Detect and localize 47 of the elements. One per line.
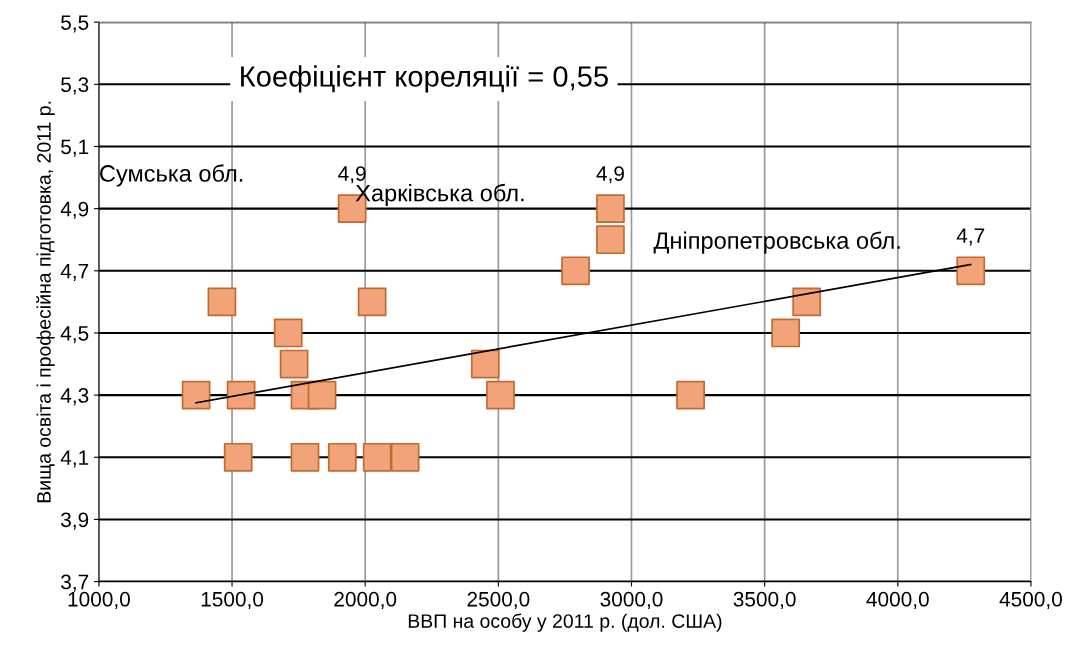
y-tick-label: 4,7 [60, 264, 89, 282]
point [792, 287, 822, 317]
x-axis-title: ВВП на особу у 2011 р. (дол. США) [408, 613, 722, 632]
point [327, 442, 357, 472]
x-tick-label: 2500,0 [467, 591, 530, 610]
x-tick-label: 3000,0 [600, 591, 663, 610]
annotation: Харківська обл. [355, 183, 524, 207]
y-axis-title: Вища освіта і професійна підготовка, 2011 р. [36, 101, 55, 503]
x-tick-label: 1500,0 [201, 591, 264, 610]
point [486, 380, 515, 410]
point [771, 318, 801, 348]
y-tick-label: 5,3 [61, 77, 89, 95]
data-label: 4,9 [596, 166, 624, 184]
point [676, 380, 705, 410]
y-tick-label: 3,7 [61, 574, 89, 592]
point [561, 256, 590, 286]
y-tick-label: 4,3 [60, 388, 89, 406]
point [279, 349, 309, 379]
annotation: Дніпропетровська обл. [653, 231, 900, 254]
point [596, 225, 625, 255]
point [390, 442, 420, 472]
point [207, 287, 237, 317]
point [181, 380, 211, 410]
data-label: 4,7 [956, 228, 985, 246]
point [223, 442, 253, 472]
point [596, 194, 625, 224]
point [362, 442, 392, 472]
point [956, 256, 986, 286]
annotation: Сумська обл. [100, 164, 243, 187]
x-tick-label: 4500,0 [999, 591, 1062, 610]
point [307, 380, 337, 410]
point [357, 287, 387, 317]
point [290, 442, 320, 472]
x-tick-label: 4000,0 [866, 591, 929, 610]
point [470, 349, 500, 379]
x-tick-label: 2000,0 [334, 591, 397, 610]
x-tick-label: 1000,0 [68, 591, 130, 610]
annotation: Коефіцієнт кореляції = 0,55 [241, 65, 608, 93]
y-tick-label: 4,5 [60, 326, 89, 344]
point [273, 318, 303, 348]
y-tick-label: 5,5 [61, 15, 89, 33]
data-label: 4,9 [338, 166, 366, 184]
y-tick-label: 4,1 [60, 450, 89, 468]
y-tick-label: 4,9 [60, 201, 89, 219]
x-tick-label: 3500,0 [733, 591, 796, 610]
y-tick-label: 5,1 [61, 139, 89, 157]
y-tick-label: 3,9 [61, 512, 89, 530]
